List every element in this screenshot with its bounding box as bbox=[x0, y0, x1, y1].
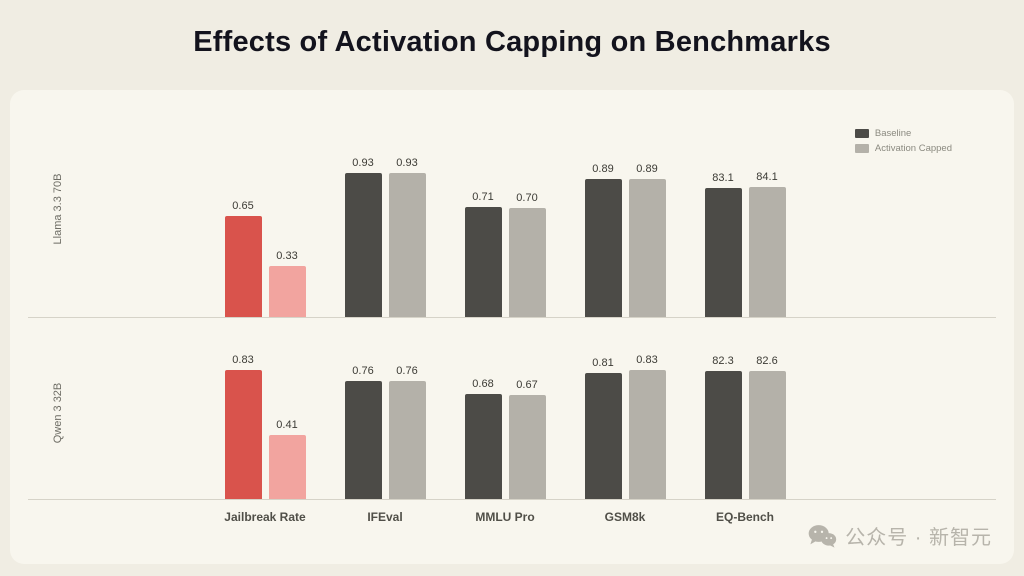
bar-value-label: 0.93 bbox=[396, 157, 418, 169]
bar bbox=[584, 179, 622, 317]
bar bbox=[508, 395, 546, 499]
bar-value-label: 0.67 bbox=[516, 379, 538, 391]
bar bbox=[464, 394, 502, 499]
category-label: MMLU Pro bbox=[475, 510, 535, 524]
bar-group: 0.68 0.67 bbox=[445, 354, 565, 499]
bar-with-label: 0.33 bbox=[268, 250, 306, 317]
bar bbox=[344, 173, 382, 317]
category-label: EQ-Bench bbox=[715, 510, 774, 524]
bar bbox=[628, 370, 666, 499]
bar-with-label: 82.3 bbox=[704, 355, 742, 499]
plot-row-llama: Llama 3.3 70B 0.65 0.33 0.93 0.93 0.71 0.70 0.… bbox=[10, 90, 1014, 318]
legend-item-baseline: Baseline bbox=[854, 128, 952, 139]
plot-row-qwen: Qwen 3 32B 0.83 0.41 0.76 0.76 0.68 0.67 0.81 0… bbox=[10, 318, 1014, 500]
bar bbox=[344, 381, 382, 499]
bar-value-label: 0.76 bbox=[396, 365, 418, 377]
row-label-llama: Llama 3.3 70B bbox=[52, 173, 64, 245]
bar-with-label: 0.41 bbox=[268, 419, 306, 499]
bar-with-label: 0.83 bbox=[224, 354, 262, 499]
bar bbox=[224, 370, 262, 499]
bar-with-label: 0.65 bbox=[224, 200, 262, 317]
bar-value-label: 0.71 bbox=[472, 191, 494, 203]
bar-value-label: 84.1 bbox=[756, 171, 778, 183]
bar-with-label: 0.81 bbox=[584, 357, 622, 499]
bar-value-label: 0.65 bbox=[232, 200, 254, 212]
axis-line-top bbox=[28, 317, 996, 318]
bar-value-label: 82.3 bbox=[712, 355, 734, 367]
category-label: GSM8k bbox=[604, 510, 646, 524]
wechat-icon bbox=[808, 524, 837, 548]
bar-group: 0.81 0.83 bbox=[565, 354, 685, 499]
bar-with-label: 0.70 bbox=[508, 192, 546, 317]
bar-group: 0.65 0.33 bbox=[205, 157, 325, 317]
watermark-text: 公众号 · 新智元 bbox=[845, 527, 992, 549]
bar-value-label: 0.89 bbox=[592, 163, 614, 175]
bar-with-label: 0.89 bbox=[628, 163, 666, 317]
bar-with-label: 0.83 bbox=[628, 354, 666, 499]
bar-group: 83.1 84.1 bbox=[685, 157, 805, 317]
bar bbox=[464, 207, 502, 317]
legend-swatch-capped bbox=[854, 144, 869, 153]
bar-group: 0.71 0.70 bbox=[445, 157, 565, 317]
bar bbox=[704, 371, 742, 499]
bar-group: 82.3 82.6 bbox=[685, 354, 805, 499]
legend-swatch-baseline bbox=[854, 129, 869, 138]
bar-value-label: 82.6 bbox=[756, 355, 778, 367]
bar bbox=[704, 188, 742, 317]
legend-label-baseline: Baseline bbox=[874, 128, 912, 139]
bar-value-label: 0.41 bbox=[276, 419, 298, 431]
bar-group: 0.76 0.76 bbox=[325, 354, 445, 499]
bar-with-label: 0.93 bbox=[388, 157, 426, 317]
axis-line-bottom bbox=[28, 499, 996, 500]
bar-value-label: 0.76 bbox=[352, 365, 374, 377]
legend-label-capped: Activation Capped bbox=[874, 143, 952, 154]
bar bbox=[748, 371, 786, 499]
row-label-qwen: Qwen 3 32B bbox=[52, 382, 64, 443]
bar-value-label: 0.81 bbox=[592, 357, 614, 369]
bar bbox=[388, 173, 426, 317]
bar-with-label: 0.76 bbox=[388, 365, 426, 499]
bar-with-label: 0.93 bbox=[344, 157, 382, 317]
bar bbox=[628, 179, 666, 317]
bar-value-label: 0.33 bbox=[276, 250, 298, 262]
bar-value-label: 0.93 bbox=[352, 157, 374, 169]
bar-value-label: 0.83 bbox=[636, 354, 658, 366]
page-title: Effects of Activation Capping on Benchma… bbox=[193, 26, 831, 58]
bar-value-label: 0.68 bbox=[472, 378, 494, 390]
bar bbox=[748, 187, 786, 317]
bar-with-label: 0.76 bbox=[344, 365, 382, 499]
bar-group: 0.83 0.41 bbox=[205, 354, 325, 499]
bar-groups-llama: 0.65 0.33 0.93 0.93 0.71 0.70 0.89 0.89 83.1 84.1 bbox=[205, 157, 805, 317]
bar bbox=[224, 216, 262, 317]
legend-item-capped: Activation Capped bbox=[854, 143, 952, 154]
bar-with-label: 0.68 bbox=[464, 378, 502, 499]
bar bbox=[388, 381, 426, 499]
bar-with-label: 0.89 bbox=[584, 163, 622, 317]
bar-value-label: 0.83 bbox=[232, 354, 254, 366]
bar bbox=[268, 266, 306, 317]
chart-panel: Llama 3.3 70B 0.65 0.33 0.93 0.93 0.71 0.70 0.… bbox=[10, 90, 1014, 564]
bar-with-label: 84.1 bbox=[748, 171, 786, 317]
category-label: IFEval bbox=[367, 510, 403, 524]
bar-with-label: 0.71 bbox=[464, 191, 502, 317]
chart-legend: Baseline Activation Capped bbox=[854, 128, 952, 158]
category-label: Jailbreak Rate bbox=[224, 510, 306, 524]
bar-group: 0.93 0.93 bbox=[325, 157, 445, 317]
bar-value-label: 83.1 bbox=[712, 172, 734, 184]
bar bbox=[584, 373, 622, 499]
bar-with-label: 83.1 bbox=[704, 172, 742, 317]
bar-group: 0.89 0.89 bbox=[565, 157, 685, 317]
bar-value-label: 0.89 bbox=[636, 163, 658, 175]
bar bbox=[268, 435, 306, 499]
bar-value-label: 0.70 bbox=[516, 192, 538, 204]
category-labels: Jailbreak Rate IFEval MMLU Pro GSM8k EQ-Benc… bbox=[205, 510, 805, 524]
bar-with-label: 82.6 bbox=[748, 355, 786, 499]
bar-groups-qwen: 0.83 0.41 0.76 0.76 0.68 0.67 0.81 0.83 82.3 82.6 bbox=[205, 354, 805, 499]
watermark: 公众号 · 新智元 bbox=[807, 521, 992, 550]
bar-with-label: 0.67 bbox=[508, 379, 546, 499]
bar bbox=[508, 208, 546, 317]
